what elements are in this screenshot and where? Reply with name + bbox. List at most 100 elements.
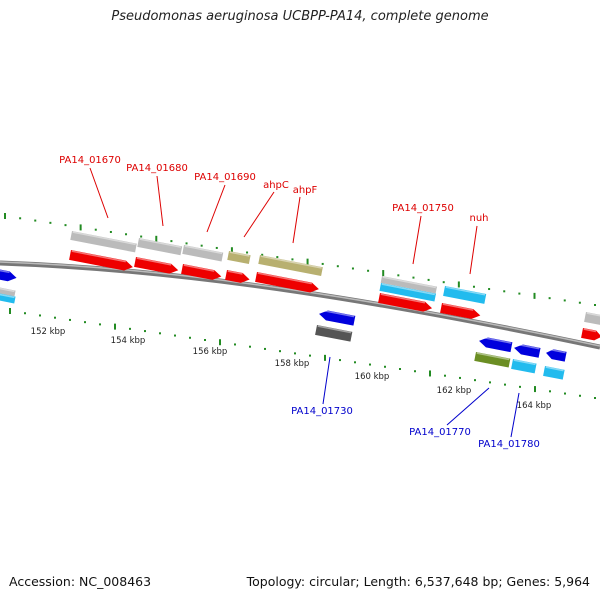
gene-blue-2 — [479, 336, 513, 353]
gene-olive-1-body — [227, 251, 251, 265]
gene-label-top: PA14_01750 — [392, 203, 454, 214]
gene-grey-2-shine — [139, 238, 182, 248]
gene-red-2-shine — [136, 257, 172, 266]
accession-text: Accession: NC_008463 — [9, 574, 152, 589]
gene-label-top: PA14_01690 — [194, 172, 256, 183]
scale-label: 154 kbp — [111, 336, 146, 346]
gene-blue-1-body — [319, 310, 356, 326]
gene-grey-1-shine — [72, 231, 136, 246]
gene-grey-4-body — [380, 276, 437, 294]
gene-blue-1 — [319, 309, 356, 326]
gene-cyan-1-shine — [381, 283, 435, 296]
gene-olive-2-body — [258, 255, 323, 277]
gene-grey-5-body — [584, 312, 600, 326]
gene-blue-3-shine — [515, 343, 540, 350]
leader-line-top — [89, 167, 109, 219]
gene-red-2 — [134, 257, 179, 274]
gene-olive-1-shine — [229, 251, 250, 257]
gene-label-top: PA14_01680 — [126, 163, 188, 174]
gene-green-1 — [474, 352, 511, 368]
gene-green-1-shine — [476, 352, 510, 361]
gene-grey-edge — [0, 286, 16, 297]
leader-line-top — [156, 175, 164, 227]
gene-label-top: nuh — [469, 213, 488, 224]
gene-blue-4-shine — [547, 348, 566, 354]
gene-cyan-4-body — [543, 366, 565, 380]
gene-label-top: PA14_01670 — [59, 155, 121, 166]
gene-red-3-body — [181, 264, 222, 280]
scale-label: 164 kbp — [517, 401, 552, 411]
gene-red-5-shine — [257, 272, 312, 285]
gene-red-7-body — [440, 303, 481, 319]
label-leader-lines — [89, 167, 520, 438]
gene-cyan-edge-shine — [0, 292, 15, 299]
gene-blue-edge-shine — [0, 268, 10, 274]
gene-blue-2-body — [479, 337, 513, 353]
gene-label-bottom: PA14_01770 — [409, 427, 471, 438]
genome-stats-text: Topology: circular; Length: 6,537,648 bp… — [246, 574, 590, 589]
gene-olive-2 — [258, 255, 323, 277]
gene-red-8 — [581, 328, 600, 341]
scale-label: 158 kbp — [275, 359, 310, 369]
gene-red-6-shine — [380, 293, 426, 304]
scale-label: 156 kbp — [193, 347, 228, 357]
gene-grey-3 — [182, 245, 224, 262]
gene-features — [0, 231, 600, 380]
gene-red-7-shine — [442, 303, 474, 311]
tick-row-lower — [9, 308, 596, 399]
gene-grey-1-body — [70, 231, 137, 253]
gene-cyan-3-body — [511, 359, 537, 374]
gene-blue-4 — [546, 348, 567, 362]
gene-label-bottom: PA14_01780 — [478, 439, 540, 450]
gene-blue-1-shine — [320, 309, 355, 318]
gene-blue-3-body — [514, 344, 541, 358]
gene-red-5-body — [255, 272, 319, 293]
gene-grey-edge-shine — [0, 286, 15, 293]
gene-label-top: ahpF — [293, 185, 318, 196]
gene-darkgrey-1-shine — [317, 325, 352, 334]
gene-label-top: ahpC — [263, 180, 289, 191]
gene-red-3 — [181, 264, 222, 280]
leader-line-top — [412, 215, 422, 265]
genome-backbone — [0, 260, 600, 350]
gene-grey-4-shine — [382, 276, 436, 289]
gene-red-7 — [440, 303, 481, 319]
gene-olive-2-shine — [260, 255, 322, 269]
genome-title: Pseudomonas aeruginosa UCBPP-PA14, compl… — [111, 9, 489, 24]
gene-red-4-body — [225, 270, 250, 283]
gene-darkgrey-1 — [315, 325, 353, 342]
gene-blue-2-shine — [480, 336, 512, 344]
gene-labels: PA14_01670 PA14_01680 PA14_01690 ahpC ahpF PA… — [59, 155, 540, 450]
scale-label: 162 kbp — [437, 386, 472, 396]
gene-green-1-body — [474, 352, 511, 368]
gene-red-1-shine — [71, 250, 126, 263]
gene-grey-2-body — [137, 238, 183, 256]
gene-blue-4-body — [546, 349, 567, 362]
gene-grey-5-shine — [586, 312, 600, 318]
gene-red-2-body — [134, 257, 179, 274]
gene-grey-3-shine — [184, 245, 223, 255]
gene-darkgrey-1-body — [315, 325, 353, 342]
gene-grey-5 — [584, 312, 600, 326]
gene-olive-1 — [227, 251, 251, 265]
gene-grey-4 — [380, 276, 437, 294]
gene-grey-edge-body — [0, 286, 16, 297]
gene-cyan-4-shine — [545, 366, 564, 372]
gene-red-6-body — [378, 293, 433, 312]
leader-line-top — [243, 191, 275, 238]
gene-cyan-2-shine — [445, 286, 486, 296]
gene-red-5 — [255, 272, 319, 293]
gene-grey-1 — [70, 231, 137, 253]
gene-cyan-edge — [0, 292, 16, 304]
scale-label: 160 kbp — [355, 372, 390, 382]
gene-cyan-3-shine — [513, 359, 536, 366]
gene-red-8-shine — [583, 328, 597, 333]
leader-line-bottom — [322, 356, 331, 405]
gene-red-6 — [378, 293, 433, 312]
gene-red-4 — [225, 270, 250, 283]
scale-labels: 152 kbp 154 kbp 156 kbp 158 kbp 160 kbp 162 k… — [31, 327, 552, 411]
leader-line-top — [469, 225, 478, 275]
gene-red-1 — [69, 250, 133, 271]
gene-label-bottom: PA14_01730 — [291, 406, 353, 417]
